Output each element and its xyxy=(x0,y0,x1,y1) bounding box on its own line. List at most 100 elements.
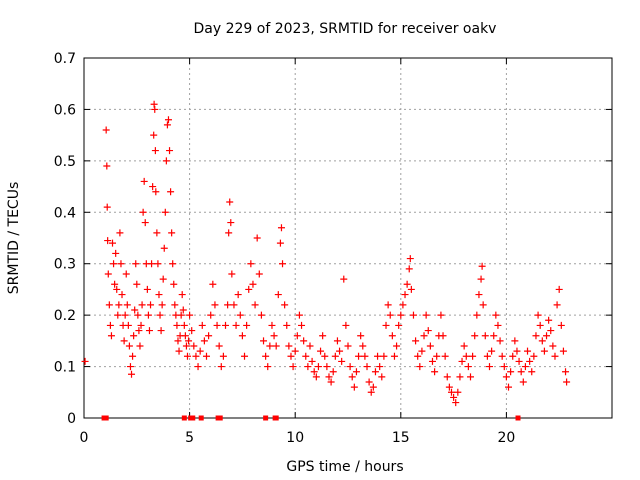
data-point xyxy=(236,311,244,319)
axis-ticks xyxy=(83,57,612,419)
data-point xyxy=(418,347,426,355)
data-point xyxy=(124,321,132,329)
data-point xyxy=(247,260,255,268)
data-point xyxy=(81,357,89,365)
data-point xyxy=(279,260,287,268)
data-point xyxy=(125,342,133,350)
data-point xyxy=(291,347,299,355)
data-point xyxy=(414,352,422,360)
data-point xyxy=(112,249,120,257)
data-point xyxy=(173,321,181,329)
data-point xyxy=(264,363,272,371)
data-point xyxy=(395,321,403,329)
data-point xyxy=(158,301,166,309)
data-point xyxy=(238,332,246,340)
data-point xyxy=(352,368,360,376)
data-point xyxy=(177,311,185,319)
data-point xyxy=(439,332,447,340)
data-point xyxy=(133,280,141,288)
data-point xyxy=(473,311,481,319)
data-point xyxy=(390,352,398,360)
data-point xyxy=(182,342,190,350)
data-point xyxy=(159,275,167,283)
data-point xyxy=(456,373,464,381)
data-point xyxy=(262,352,270,360)
data-point xyxy=(559,347,567,355)
data-point xyxy=(232,321,240,329)
data-point xyxy=(215,342,223,350)
zero-value-point xyxy=(103,415,109,421)
data-point xyxy=(367,388,375,396)
data-point xyxy=(180,321,188,329)
data-point xyxy=(222,321,230,329)
data-point xyxy=(479,301,487,309)
data-point xyxy=(498,352,506,360)
data-point xyxy=(166,147,174,155)
data-point xyxy=(188,327,196,335)
data-point xyxy=(382,321,390,329)
data-point xyxy=(428,357,436,365)
data-point xyxy=(329,368,337,376)
data-point xyxy=(192,352,200,360)
data-point xyxy=(317,347,325,355)
data-point xyxy=(547,327,555,335)
data-point xyxy=(190,342,198,350)
y-tick-label: 0.6 xyxy=(54,102,76,118)
data-point xyxy=(447,388,455,396)
data-point xyxy=(555,285,563,293)
data-point xyxy=(162,157,170,165)
data-point xyxy=(361,352,369,360)
data-point xyxy=(405,265,413,273)
data-point xyxy=(249,280,257,288)
data-point xyxy=(266,342,274,350)
data-point xyxy=(211,301,219,309)
data-point xyxy=(110,260,118,268)
data-point xyxy=(443,373,451,381)
data-point xyxy=(293,332,301,340)
data-point xyxy=(151,105,159,113)
data-point xyxy=(551,352,559,360)
data-point xyxy=(115,301,123,309)
data-point xyxy=(245,285,253,293)
data-point xyxy=(314,363,322,371)
data-point xyxy=(277,224,285,232)
data-point xyxy=(243,321,251,329)
data-point xyxy=(194,363,202,371)
data-point xyxy=(534,311,542,319)
data-point xyxy=(106,321,114,329)
data-point xyxy=(563,378,571,386)
data-point xyxy=(116,229,124,237)
data-point xyxy=(388,332,396,340)
data-point xyxy=(196,347,204,355)
data-point xyxy=(178,291,186,299)
data-point xyxy=(357,332,365,340)
data-point xyxy=(200,337,208,345)
data-point xyxy=(268,321,276,329)
data-point xyxy=(289,363,297,371)
data-point xyxy=(486,363,494,371)
data-point xyxy=(144,311,152,319)
data-point xyxy=(105,301,113,309)
grid-lines xyxy=(84,58,612,418)
y-tick-label: 0.1 xyxy=(54,360,76,376)
data-point xyxy=(130,332,138,340)
y-tick-label: 0.5 xyxy=(54,154,76,170)
data-point xyxy=(376,363,384,371)
data-point xyxy=(490,332,498,340)
data-point xyxy=(260,337,268,345)
data-point xyxy=(393,342,401,350)
data-point xyxy=(526,357,534,365)
data-point xyxy=(207,311,215,319)
data-point xyxy=(492,311,500,319)
data-point xyxy=(483,352,491,360)
data-point xyxy=(202,352,210,360)
data-point xyxy=(113,285,121,293)
data-point xyxy=(219,352,227,360)
data-point xyxy=(321,352,329,360)
data-point xyxy=(234,291,242,299)
data-point xyxy=(403,280,411,288)
data-point xyxy=(285,342,293,350)
data-point xyxy=(241,352,249,360)
data-point xyxy=(519,378,527,386)
y-tick-label: 0 xyxy=(67,411,76,427)
